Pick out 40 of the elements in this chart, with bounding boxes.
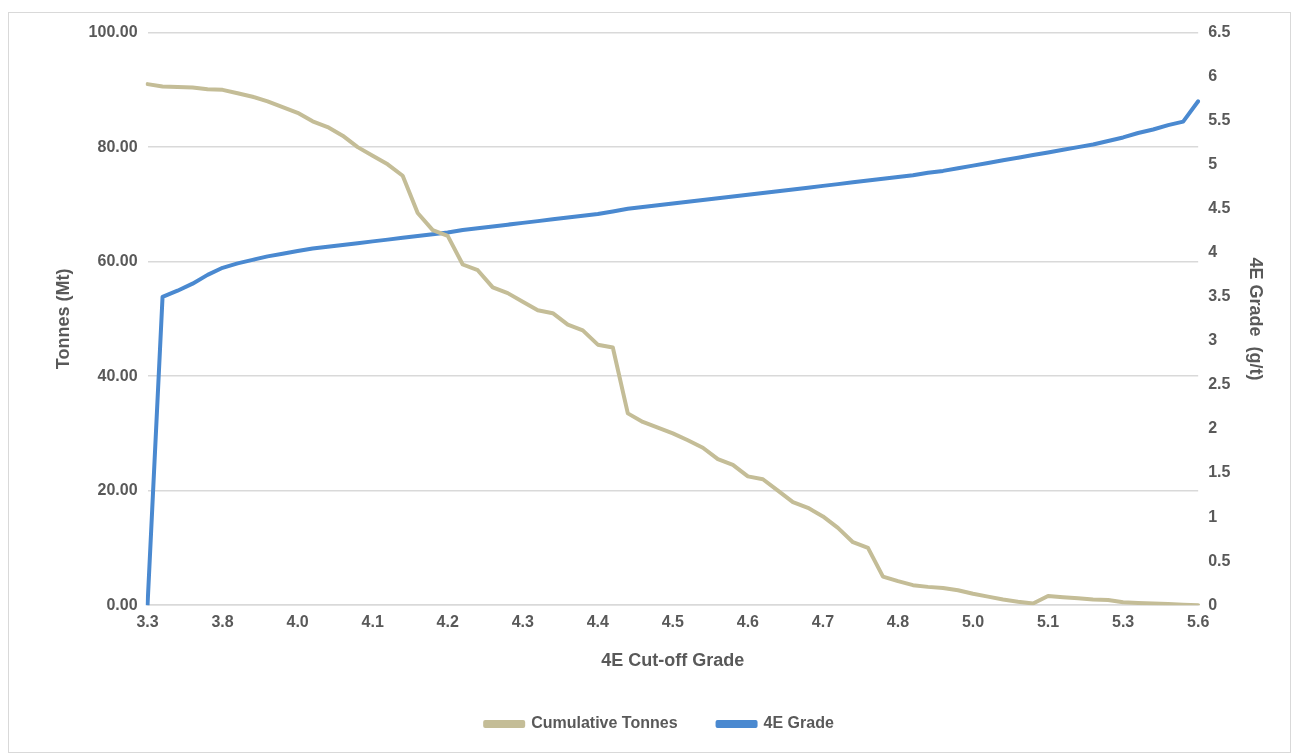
x-tick-label: 3.3 [136,613,159,631]
x-tick-label: 4.3 [511,613,534,631]
x-tick-label: 4.4 [586,613,610,631]
x-tick-label: 5.0 [961,613,985,631]
x-tick-label: 4.7 [811,613,835,631]
legend-label: Cumulative Tonnes [531,714,678,732]
x-tick-label: 5.6 [1187,613,1210,631]
x-tick-label: 4.1 [361,613,384,631]
y2-tick-label: 3.5 [1208,287,1231,305]
y2-tick-label: 6.5 [1208,23,1231,41]
y-tick-label: 40.00 [97,366,138,384]
y-tick-label: 100.00 [88,23,138,41]
y2-tick-label: 2 [1208,419,1218,437]
y-axis-title: Tonnes (Mt) [52,268,73,370]
y2-tick-label: 1 [1208,507,1218,525]
y2-tick-label: 3 [1208,331,1218,349]
legend-label: 4E Grade [763,714,834,732]
y-tick-label: 20.00 [97,481,138,499]
x-tick-label: 4.0 [286,613,309,631]
y2-tick-label: 5 [1208,155,1218,173]
y2-tick-label: 0.5 [1208,551,1231,569]
y2-tick-label: 5.5 [1208,111,1231,129]
y2-tick-label: 6 [1208,67,1218,85]
y-tick-label: 60.00 [97,252,138,270]
x-tick-label: 4.6 [736,613,760,631]
y2-tick-label: 1.5 [1208,463,1231,481]
x-tick-label: 4.5 [661,613,685,631]
y2-tick-label: 2.5 [1208,375,1231,393]
y2-tick-label: 4 [1208,243,1218,261]
x-axis-title: 4E Cut-off Grade [601,650,745,671]
y2-axis-title: 4E Grade (g/t) [1246,257,1267,381]
y2-tick-label: 0 [1208,595,1218,613]
y-tick-label: 80.00 [97,137,138,155]
y-tick-label: 0.00 [106,595,138,613]
x-tick-label: 5.1 [1036,613,1060,631]
x-tick-label: 3.8 [211,613,234,631]
x-tick-label: 4.8 [886,613,910,631]
x-tick-label: 5.3 [1111,613,1135,631]
x-tick-label: 4.2 [436,613,459,631]
y2-tick-label: 4.5 [1208,199,1231,217]
